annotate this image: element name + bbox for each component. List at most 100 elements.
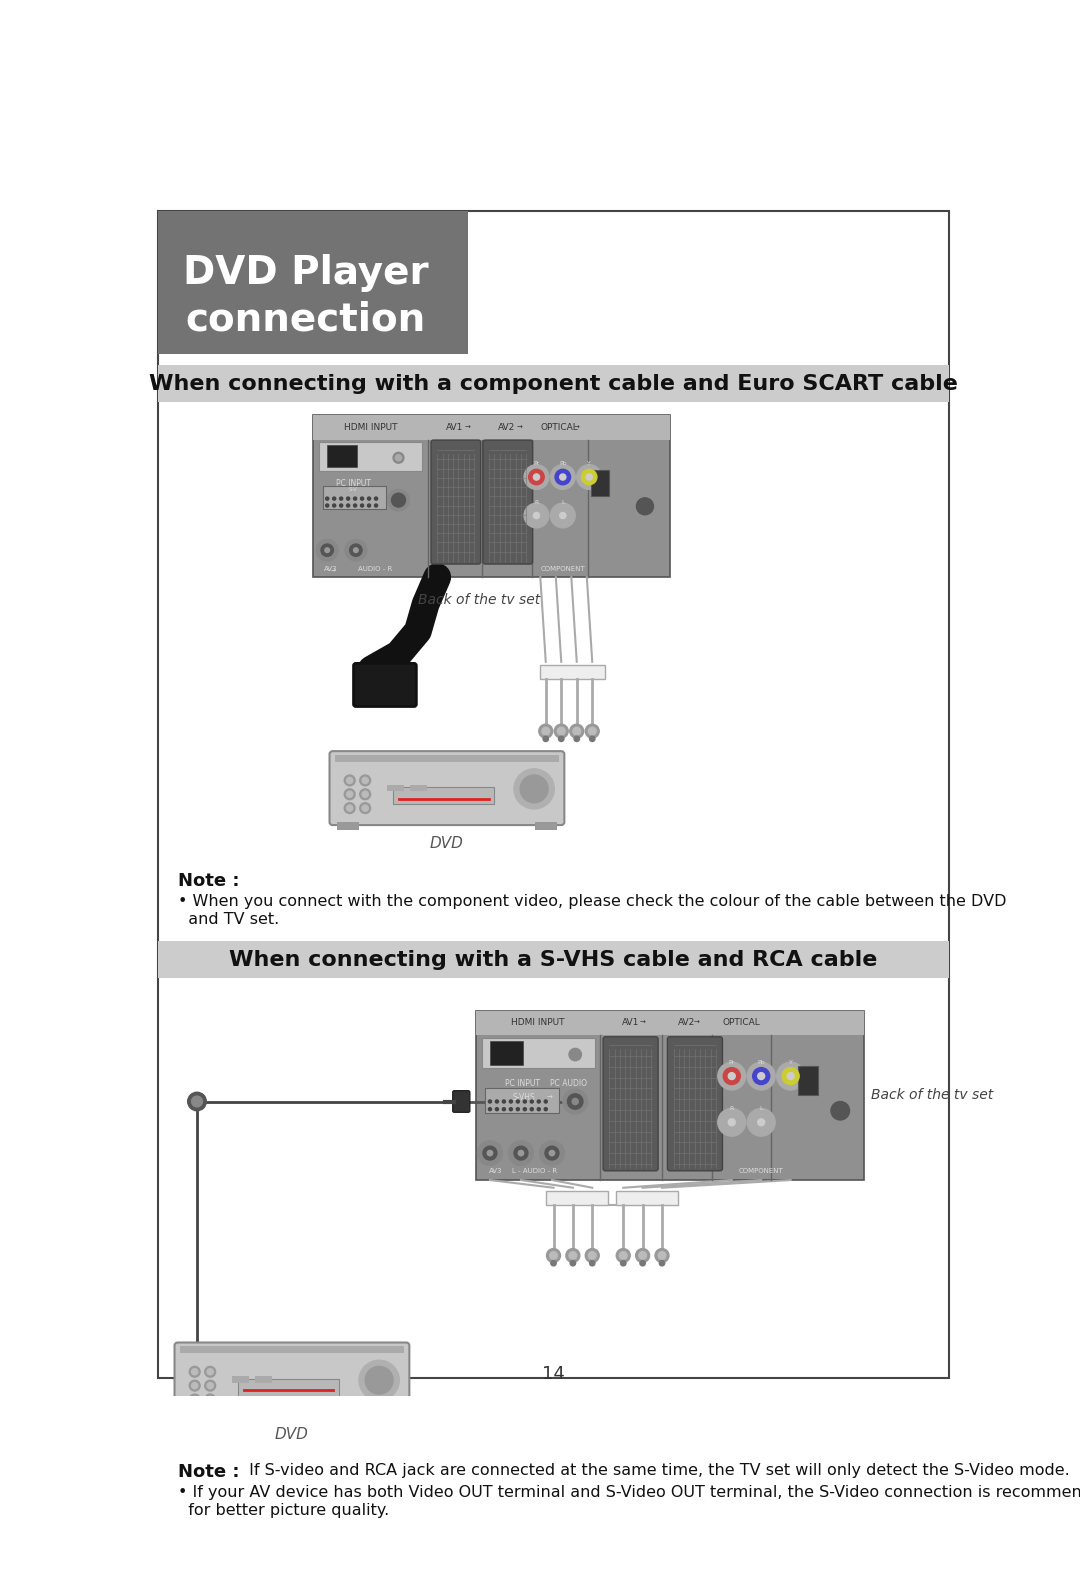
Circle shape [529, 469, 544, 485]
Text: L: L [759, 1106, 762, 1111]
Circle shape [326, 504, 328, 507]
Bar [238, 1379, 339, 1396]
Circle shape [362, 805, 368, 811]
Text: Y: Y [588, 461, 591, 466]
Circle shape [360, 803, 370, 813]
FancyBboxPatch shape [175, 1343, 409, 1417]
Circle shape [551, 504, 576, 527]
Circle shape [753, 1114, 770, 1131]
Text: L - AUDIO - R: L - AUDIO - R [512, 1167, 556, 1174]
Circle shape [530, 1108, 534, 1111]
Circle shape [333, 504, 336, 507]
Circle shape [321, 544, 334, 557]
Circle shape [375, 504, 378, 507]
Circle shape [543, 736, 549, 742]
Circle shape [360, 775, 370, 786]
Circle shape [758, 1119, 765, 1125]
Circle shape [718, 1062, 745, 1090]
Circle shape [509, 1141, 534, 1166]
Circle shape [555, 469, 570, 485]
Circle shape [361, 497, 364, 501]
Circle shape [392, 493, 405, 507]
Circle shape [534, 513, 540, 519]
Circle shape [347, 791, 353, 797]
Circle shape [514, 1147, 528, 1159]
Circle shape [191, 1097, 202, 1106]
Circle shape [575, 736, 580, 742]
Circle shape [496, 1100, 499, 1103]
Circle shape [388, 490, 409, 511]
Circle shape [496, 1108, 499, 1111]
Circle shape [347, 777, 353, 783]
FancyBboxPatch shape [353, 664, 416, 706]
Circle shape [557, 728, 565, 734]
Circle shape [546, 1249, 561, 1263]
Text: AV1: AV1 [446, 424, 463, 431]
Circle shape [488, 1108, 491, 1111]
Circle shape [205, 1381, 216, 1392]
Circle shape [350, 544, 362, 557]
Bar [545, 1191, 608, 1205]
Circle shape [589, 1252, 596, 1260]
Circle shape [333, 497, 336, 501]
Circle shape [558, 736, 564, 742]
Bar [490, 1042, 523, 1064]
Bar [335, 755, 559, 763]
Bar [476, 1010, 864, 1036]
Circle shape [502, 1108, 505, 1111]
Bar [313, 416, 670, 577]
Circle shape [325, 548, 329, 552]
Circle shape [524, 504, 549, 527]
Text: connection: connection [186, 300, 426, 339]
FancyBboxPatch shape [431, 439, 481, 563]
Circle shape [619, 1252, 627, 1260]
Circle shape [636, 1249, 649, 1263]
Text: 14: 14 [542, 1365, 565, 1384]
Circle shape [353, 548, 359, 552]
Circle shape [516, 1100, 519, 1103]
Circle shape [477, 1141, 502, 1166]
Text: →: → [573, 425, 580, 431]
Circle shape [207, 1396, 213, 1403]
Text: R: R [730, 1106, 734, 1111]
Circle shape [572, 728, 581, 734]
Circle shape [728, 1119, 735, 1125]
FancyBboxPatch shape [453, 1090, 470, 1112]
Circle shape [590, 736, 595, 742]
Circle shape [347, 504, 350, 507]
Bar [255, 1376, 272, 1382]
Circle shape [339, 497, 342, 501]
Circle shape [524, 464, 549, 490]
Circle shape [559, 513, 566, 519]
Circle shape [555, 508, 570, 522]
Text: OPTICAL: OPTICAL [723, 1018, 760, 1028]
FancyBboxPatch shape [329, 752, 565, 825]
Text: HDMI INPUT: HDMI INPUT [343, 424, 397, 431]
Bar [387, 784, 404, 791]
Bar [337, 822, 359, 830]
Circle shape [191, 1368, 198, 1374]
Text: • When you connect with the component video, please check the colour of the cabl: • When you connect with the component vi… [177, 894, 1007, 908]
Text: Pb: Pb [757, 1059, 765, 1065]
Text: AV1: AV1 [622, 1018, 639, 1028]
Text: Back of the tv set: Back of the tv set [418, 593, 540, 607]
Text: DVD: DVD [275, 1428, 309, 1442]
Text: →: → [330, 566, 335, 573]
Text: If S-video and RCA jack are connected at the same time, the TV set will only det: If S-video and RCA jack are connected at… [243, 1464, 1069, 1478]
Circle shape [188, 1092, 206, 1111]
Text: COMPONENT: COMPONENT [739, 1167, 784, 1174]
Bar [323, 486, 387, 510]
Circle shape [540, 1141, 565, 1166]
Circle shape [362, 791, 368, 797]
Circle shape [514, 769, 554, 810]
Circle shape [577, 464, 602, 490]
Circle shape [554, 725, 568, 737]
Text: Back of the tv set: Back of the tv set [872, 1089, 994, 1103]
Bar [482, 1037, 595, 1068]
Bar [380, 1414, 402, 1422]
Bar [485, 1087, 559, 1112]
Bar [476, 1010, 864, 1180]
Text: When connecting with a component cable and Euro SCART cable: When connecting with a component cable a… [149, 373, 958, 394]
Circle shape [189, 1395, 200, 1404]
Bar [313, 416, 670, 439]
